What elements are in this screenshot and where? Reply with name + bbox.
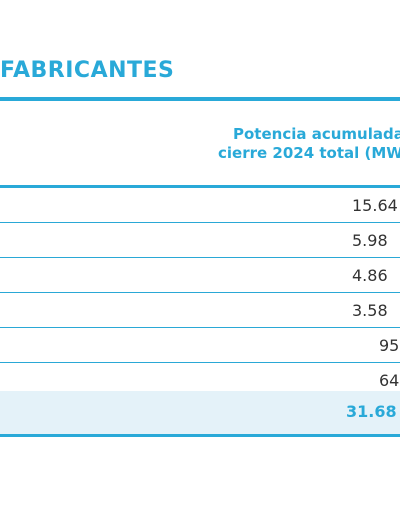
power-value: 15.64 bbox=[352, 196, 398, 215]
table-row: 3.58 bbox=[0, 293, 400, 328]
table-row: 4.86 bbox=[0, 258, 400, 293]
power-value: 5.98 bbox=[352, 231, 388, 250]
table-header: Potencia acumulada al cierre 2024 total … bbox=[0, 101, 400, 184]
table-row: 15.64 bbox=[0, 188, 400, 223]
column-header-line1: Potencia acumulada al bbox=[233, 125, 400, 143]
power-value: 95 bbox=[379, 336, 400, 355]
total-value: 31.68 bbox=[346, 402, 397, 421]
power-value: 3.58 bbox=[352, 301, 388, 320]
table-row: 95 bbox=[0, 328, 400, 363]
page-title: FABRICANTES bbox=[0, 58, 175, 83]
table-top-rule bbox=[0, 97, 400, 101]
header-rule bbox=[0, 185, 400, 188]
table-body: 15.64 5.98 4.86 3.58 95 64 bbox=[0, 188, 400, 398]
total-row: 31.68 bbox=[0, 391, 400, 434]
table-row: 5.98 bbox=[0, 223, 400, 258]
column-header-line2: cierre 2024 total (MW) bbox=[218, 144, 400, 162]
power-value: 64 bbox=[379, 371, 400, 390]
power-value: 4.86 bbox=[352, 266, 388, 285]
table-bottom-rule bbox=[0, 434, 400, 437]
